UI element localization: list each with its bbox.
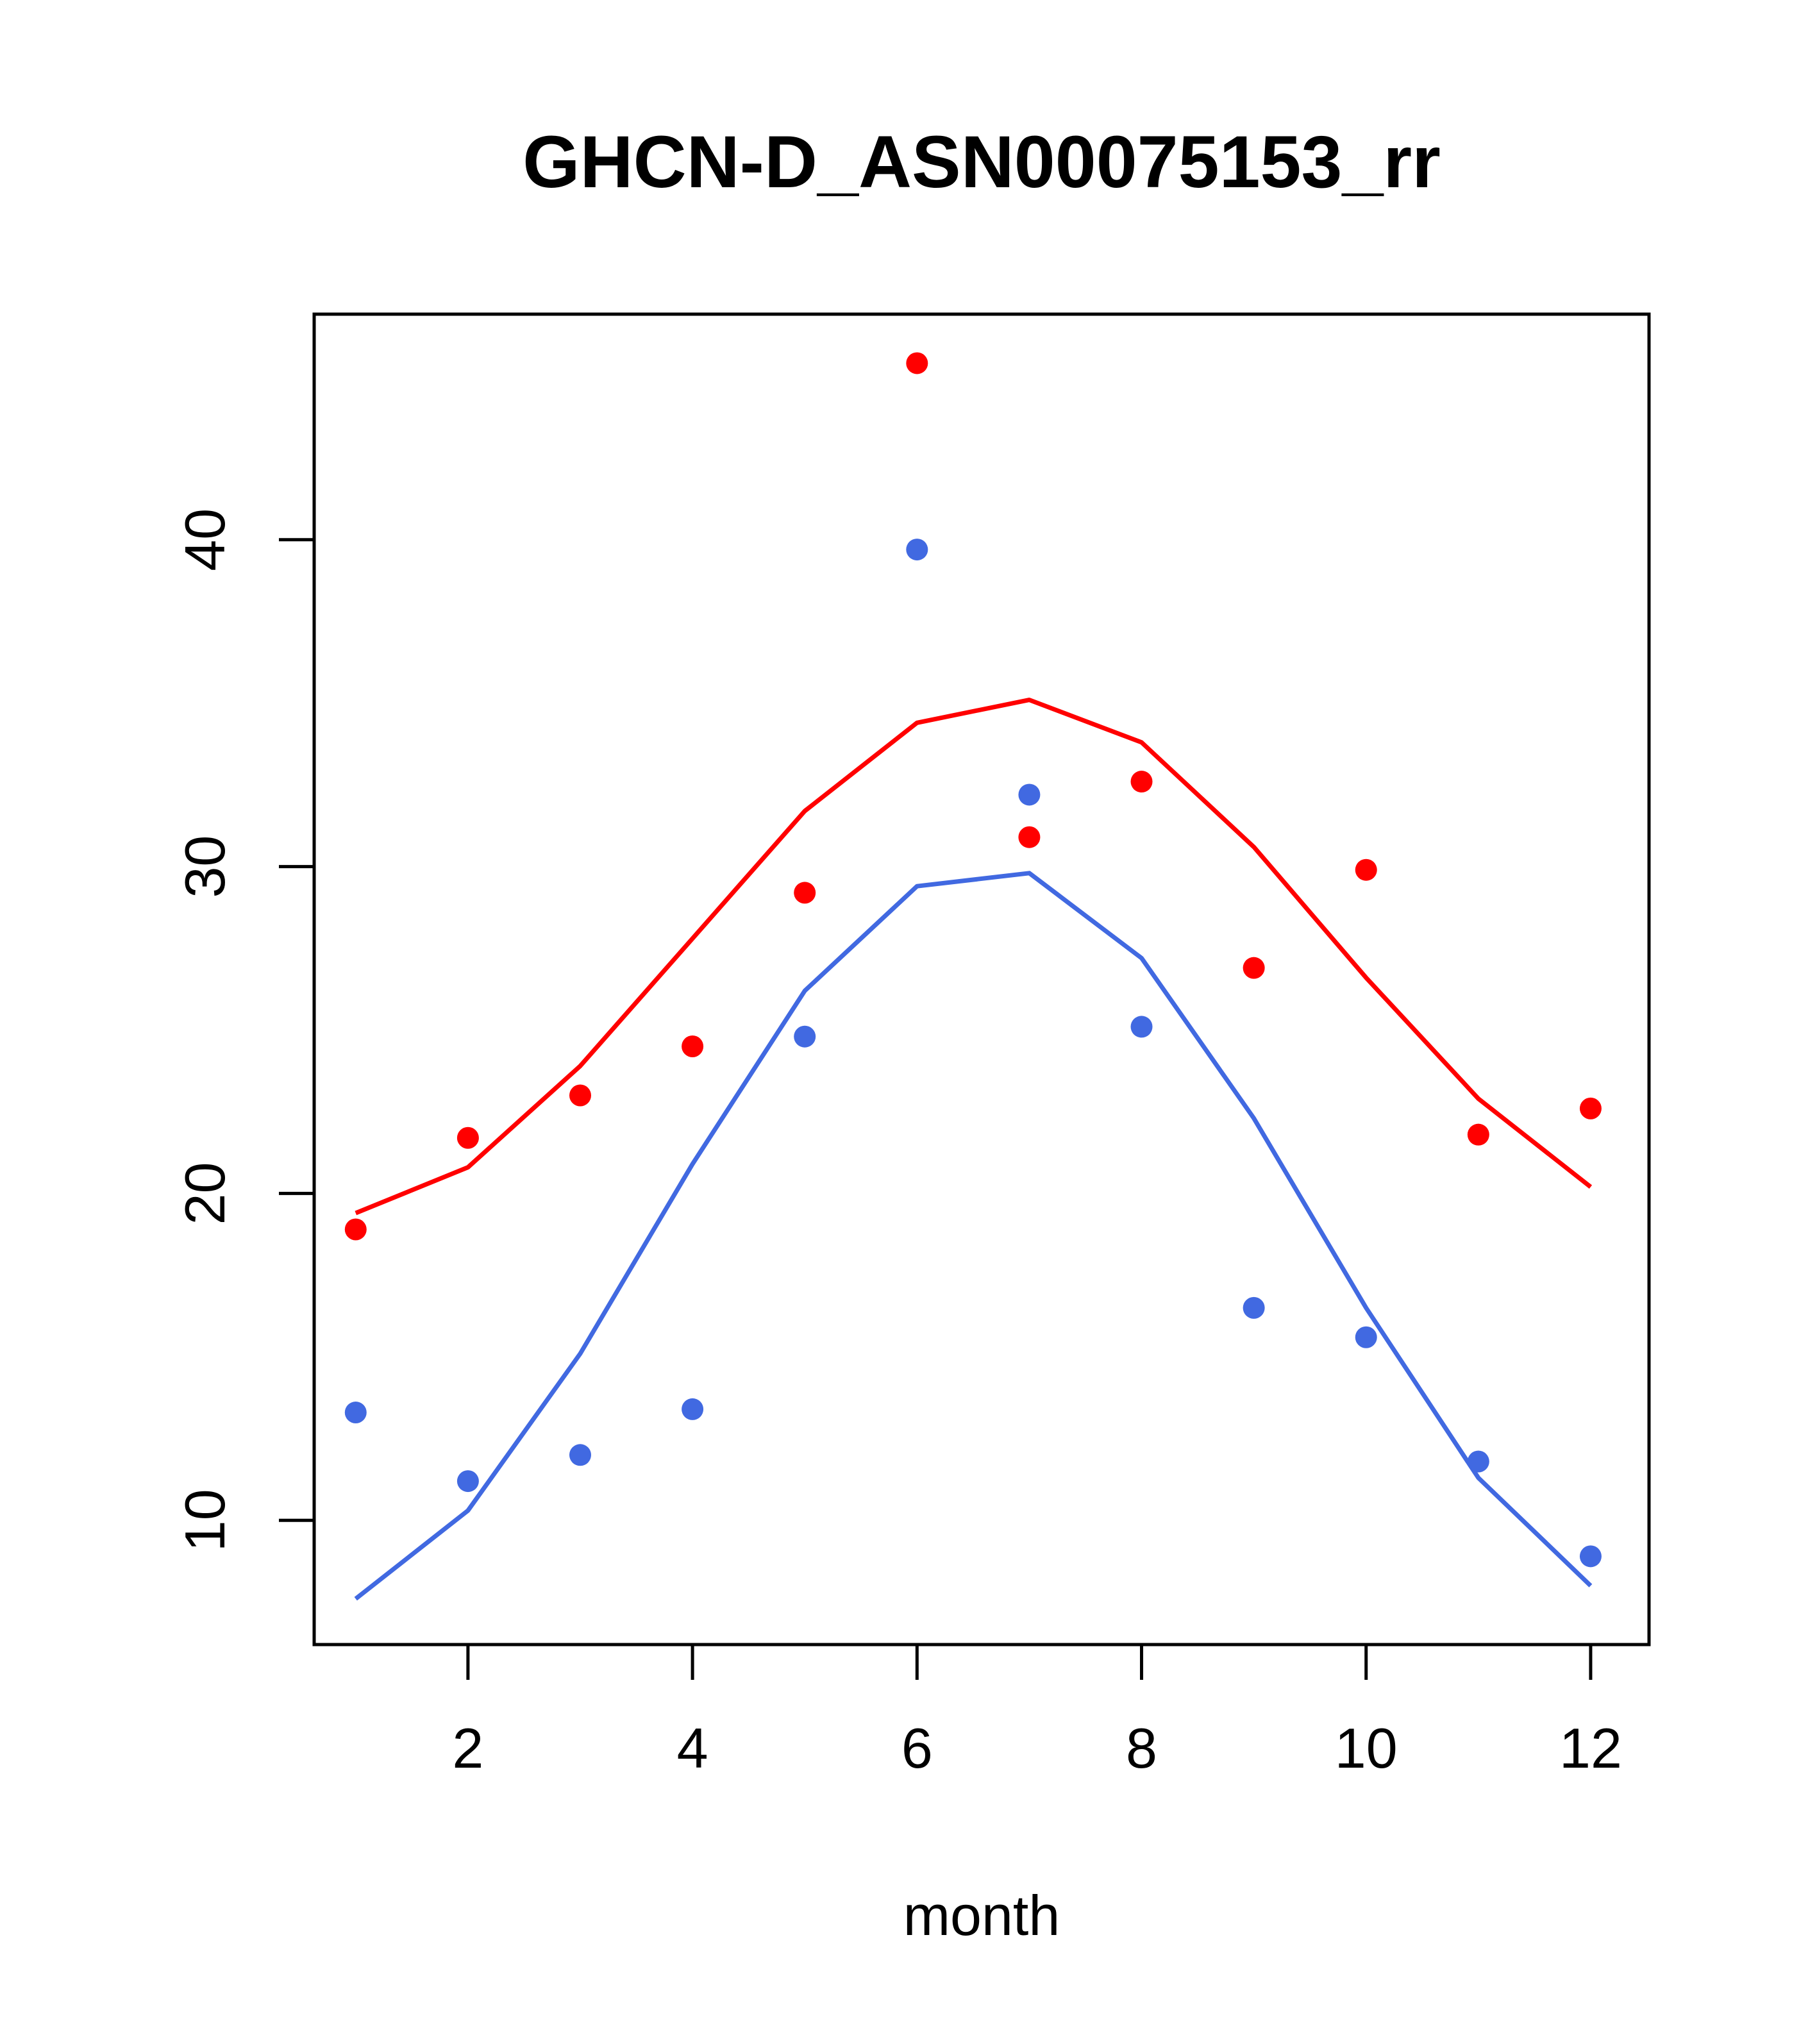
series-1-point [1130,771,1153,793]
series-1-point [344,1218,367,1241]
x-tick-label: 12 [1559,1716,1622,1780]
series-2-point [794,1025,816,1048]
series-2-point [1579,1545,1602,1568]
series-1-point [906,352,928,374]
series-1-point [1018,826,1041,848]
x-axis: 2 4 6 8 10 12 [452,1643,1622,1780]
series-1-point [1355,859,1377,881]
series-2-point [1243,1296,1265,1319]
series-2-point [906,539,928,561]
x-tick-label: 10 [1335,1716,1398,1780]
series-2-point [569,1444,591,1466]
series-2-point [1018,783,1041,806]
series-2-point [1355,1326,1377,1348]
y-tick-label: 20 [173,1162,237,1225]
series-2-point [456,1470,479,1493]
y-axis: 10 20 30 40 [173,508,316,1552]
y-tick-label: 10 [173,1489,237,1552]
series-2-point [682,1398,704,1420]
series-1-line [355,698,1593,1216]
x-tick-label: 6 [901,1716,933,1780]
y-tick-label: 30 [173,835,237,898]
y-tick-label: 40 [173,508,237,571]
series-layer [344,352,1602,1601]
x-tick-label: 4 [677,1716,708,1780]
series-1-point [1579,1097,1602,1119]
series-2-point [344,1402,367,1424]
series-1-point [794,882,816,904]
series-2-point [1130,1016,1153,1038]
chart-title: GHCN-D_ASN00075153_rr [523,121,1441,203]
x-tick-label: 8 [1126,1716,1157,1780]
x-tick-label: 2 [452,1716,483,1780]
series-2-line [354,871,1593,1601]
series-1-point [569,1084,591,1107]
series-1-point [682,1035,704,1058]
series-1-point [1467,1123,1489,1146]
series-1-point [456,1127,479,1149]
series-1-point [1243,957,1265,979]
x-axis-label: month [903,1884,1060,1947]
series-2-point [1467,1450,1489,1473]
